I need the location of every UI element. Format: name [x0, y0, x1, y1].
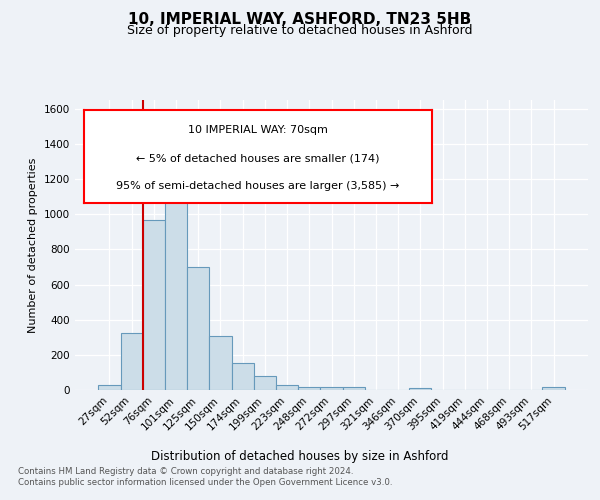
Bar — [343, 388, 365, 390]
Bar — [254, 376, 276, 390]
Bar — [320, 388, 343, 390]
Text: ← 5% of detached houses are smaller (174): ← 5% of detached houses are smaller (174… — [136, 153, 380, 163]
Text: Size of property relative to detached houses in Ashford: Size of property relative to detached ho… — [127, 24, 473, 37]
Bar — [121, 333, 143, 390]
Bar — [143, 220, 165, 390]
Y-axis label: Number of detached properties: Number of detached properties — [28, 158, 38, 332]
Bar — [276, 385, 298, 390]
Text: 10 IMPERIAL WAY: 70sqm: 10 IMPERIAL WAY: 70sqm — [188, 126, 328, 136]
Bar — [298, 387, 320, 390]
Text: Contains HM Land Registry data © Crown copyright and database right 2024.
Contai: Contains HM Land Registry data © Crown c… — [18, 468, 392, 487]
Bar — [98, 384, 121, 390]
Text: Distribution of detached houses by size in Ashford: Distribution of detached houses by size … — [151, 450, 449, 463]
Text: 10, IMPERIAL WAY, ASHFORD, TN23 5HB: 10, IMPERIAL WAY, ASHFORD, TN23 5HB — [128, 12, 472, 28]
Bar — [209, 336, 232, 390]
Bar — [409, 388, 431, 390]
Bar — [187, 267, 209, 390]
Text: 95% of semi-detached houses are larger (3,585) →: 95% of semi-detached houses are larger (… — [116, 181, 400, 191]
Bar — [232, 363, 254, 390]
Bar — [165, 179, 187, 390]
Bar — [542, 388, 565, 390]
